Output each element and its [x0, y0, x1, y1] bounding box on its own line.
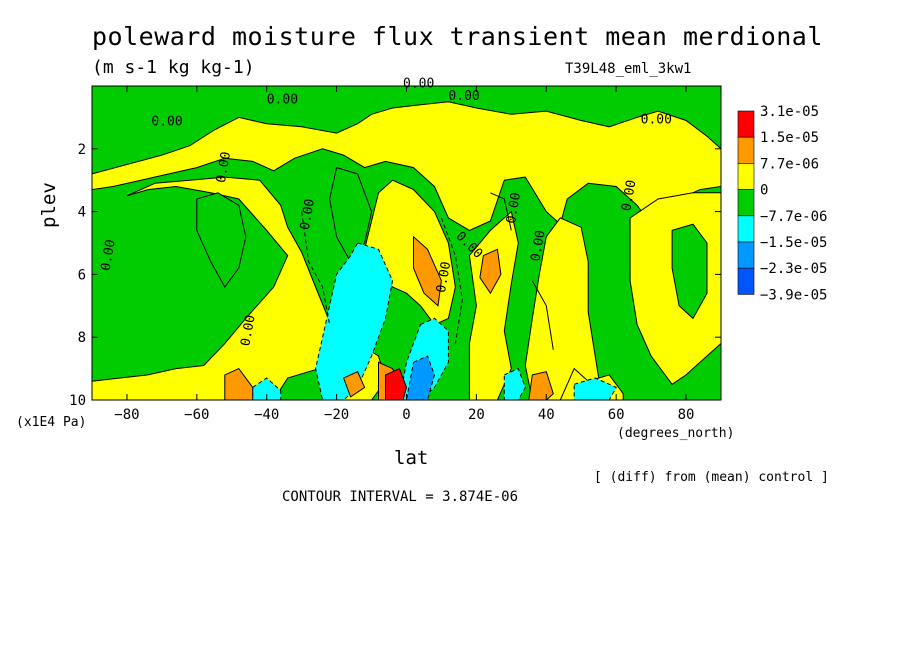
x-tick-label: 0	[402, 407, 410, 423]
difference-note: [ (diff) from (mean) control ]	[594, 470, 829, 485]
colorbar-swatch	[737, 110, 755, 138]
x-tick-label: −80	[114, 407, 139, 423]
strong-negative-region-1	[405, 355, 436, 401]
y-axis-label: plev	[38, 182, 60, 228]
colorbar-swatch	[737, 267, 755, 295]
strong-positive-region-1	[413, 235, 442, 307]
weak-negative-region-4	[503, 367, 526, 401]
strong-positive-region-4	[528, 371, 554, 401]
y-tick-label: 8	[78, 330, 86, 346]
contour-line-3	[490, 192, 512, 231]
colorbar-label: 7.7e-06	[760, 156, 819, 172]
x-tick-label: −60	[184, 407, 209, 423]
strong-positive-region-2	[479, 248, 502, 295]
y-unit-caption: (x1E4 Pa)	[16, 415, 87, 430]
strong-positive-region-3	[224, 367, 254, 401]
contour-label-1: 0.00	[267, 92, 298, 107]
negative-island-2	[671, 223, 708, 320]
colorbar-label: 3.1e-05	[760, 104, 819, 120]
colorbar-swatch	[737, 241, 755, 269]
colorbar-swatch	[737, 163, 755, 190]
very-strong-positive-region-1	[385, 367, 408, 401]
x-axis-ticks: −80 −60 −40 −20 0 20 40 60 80	[114, 86, 694, 423]
colorbar-label: −2.3e-05	[760, 261, 827, 277]
x-tick-label: 60	[608, 407, 625, 423]
contour-label-9: 0.00	[238, 314, 258, 347]
run-label: T39L48_eml_3kw1	[565, 61, 692, 77]
colorbar-label: −3.9e-05	[760, 287, 827, 303]
colorbar-label: −7.7e-06	[760, 209, 827, 225]
y-tick-label: 6	[78, 267, 86, 283]
y-tick-label: 2	[78, 142, 86, 158]
contour-label-11: 0.00	[504, 191, 524, 224]
x-tick-label: 80	[678, 407, 695, 423]
y-tick-label: 4	[78, 205, 86, 221]
contour-interval: CONTOUR INTERVAL = 3.874E-06	[282, 489, 519, 505]
x-unit-caption: (degrees_north)	[617, 426, 735, 441]
contour-line-2	[440, 217, 463, 344]
colorbar: 3.1e-05 1.5e-05 7.7e-06 0 −7.7e-06 −1.5e-05 −2…	[737, 104, 827, 303]
contour-label-14: 0.00	[619, 179, 639, 212]
negative-island-1	[196, 192, 247, 288]
colorbar-swatch	[737, 215, 755, 243]
x-tick-label: −20	[324, 407, 349, 423]
colorbar-label: 1.5e-05	[760, 130, 819, 146]
contour-label-12: 0.00	[528, 229, 548, 262]
weak-negative-region-5	[573, 377, 617, 401]
weak-negative-region-3	[252, 377, 282, 401]
y-axis-ticks: 2 4 6 8 10	[69, 142, 721, 409]
x-axis-label: lat	[394, 447, 429, 469]
contour-line-4	[531, 280, 554, 350]
plot-area: 0.000.000.000.00 0.000.000.000.000.000.00…	[91, 77, 722, 401]
colorbar-swatch	[737, 189, 755, 217]
x-tick-label: 20	[468, 407, 485, 423]
colorbar-swatch	[737, 136, 755, 164]
contour-label-4: 0.00	[151, 114, 182, 129]
contour-label-5: 0.00	[641, 113, 672, 128]
strong-positive-region-5	[342, 371, 366, 398]
contour-label-13: 0.00	[434, 260, 454, 293]
y-tick-label: 10	[69, 393, 86, 409]
chart-title: poleward moisture flux transient mean me…	[92, 22, 823, 51]
colorbar-label: 0	[760, 183, 768, 199]
x-tick-label: −40	[254, 407, 279, 423]
x-tick-label: 40	[538, 407, 555, 423]
contour-label-7: 0.00	[214, 151, 234, 184]
colorbar-label: −1.5e-05	[760, 235, 827, 251]
contour-label-2: 0.00	[403, 77, 434, 92]
contour-label-6: 0.00	[99, 239, 119, 272]
contour-line-1	[301, 211, 331, 325]
contour-label-3: 0.00	[448, 89, 479, 104]
chart-units: (m s-1 kg kg-1)	[92, 57, 255, 78]
contour-label-8: 0.00	[298, 198, 318, 231]
